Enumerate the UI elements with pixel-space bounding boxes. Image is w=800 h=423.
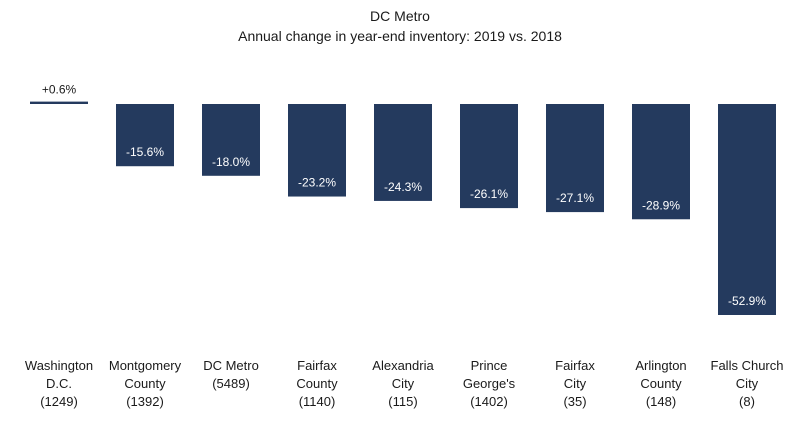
category-label-line: City: [564, 376, 587, 391]
category-label-line: County: [124, 376, 166, 391]
category-label-line: (1392): [126, 394, 164, 409]
category-label-line: Prince: [471, 358, 508, 373]
category-label-line: Montgomery: [109, 358, 182, 373]
category-label-8: Falls Church City (8): [711, 358, 784, 409]
bar-4: [374, 104, 432, 201]
category-label-line: (8): [739, 394, 755, 409]
data-label-2: -18.0%: [212, 155, 250, 169]
bar-6: [546, 104, 604, 213]
category-label-line: (1140): [299, 394, 336, 409]
category-label-line: Falls Church: [711, 358, 784, 373]
data-label-8: -52.9%: [728, 294, 766, 308]
category-label-line: Alexandria: [372, 358, 434, 373]
category-label-line: (5489): [212, 376, 250, 391]
category-label-line: (1249): [40, 394, 78, 409]
category-label-7: Arlington County (148): [635, 358, 686, 409]
bar-3: [288, 104, 346, 197]
category-label-line: (115): [388, 394, 417, 409]
category-label-line: D.C.: [46, 376, 72, 391]
category-label-5: Prince George's (1402): [463, 358, 516, 409]
category-label-line: Fairfax: [297, 358, 337, 373]
bar-0: [30, 101, 88, 104]
data-label-0: +0.6%: [42, 83, 77, 97]
category-label-0: Washington D.C. (1249): [25, 358, 93, 409]
category-label-4: Alexandria City (115): [372, 358, 434, 409]
bar-2: [202, 104, 260, 176]
category-label-line: County: [640, 376, 682, 391]
data-label-5: -26.1%: [470, 187, 508, 201]
category-label-line: (148): [646, 394, 676, 409]
bar-7: [632, 104, 690, 220]
bar-8: [718, 104, 776, 315]
data-label-3: -23.2%: [298, 176, 336, 190]
data-label-4: -24.3%: [384, 180, 422, 194]
chart-subtitle: Annual change in year-end inventory: 201…: [238, 28, 562, 44]
category-label-line: (35): [563, 394, 586, 409]
data-label-7: -28.9%: [642, 198, 680, 212]
category-label-1: Montgomery County (1392): [109, 358, 182, 409]
data-label-1: -15.6%: [126, 145, 164, 159]
category-label-line: George's: [463, 376, 516, 391]
data-label-6: -27.1%: [556, 191, 594, 205]
category-label-3: Fairfax County (1140): [296, 358, 338, 409]
category-label-line: City: [392, 376, 415, 391]
category-label-line: DC Metro: [203, 358, 259, 373]
category-label-line: Fairfax: [555, 358, 595, 373]
category-label-line: Arlington: [635, 358, 686, 373]
category-label-line: City: [736, 376, 759, 391]
category-label-line: (1402): [470, 394, 508, 409]
bar-1: [116, 104, 174, 167]
category-label-line: Washington: [25, 358, 93, 373]
chart-title: DC Metro: [370, 8, 430, 24]
category-label-2: DC Metro (5489): [203, 358, 259, 391]
chart-title-block: DC Metro Annual change in year-end inven…: [0, 6, 800, 46]
category-label-line: County: [296, 376, 338, 391]
category-label-6: Fairfax City (35): [555, 358, 595, 409]
bar-5: [460, 104, 518, 209]
